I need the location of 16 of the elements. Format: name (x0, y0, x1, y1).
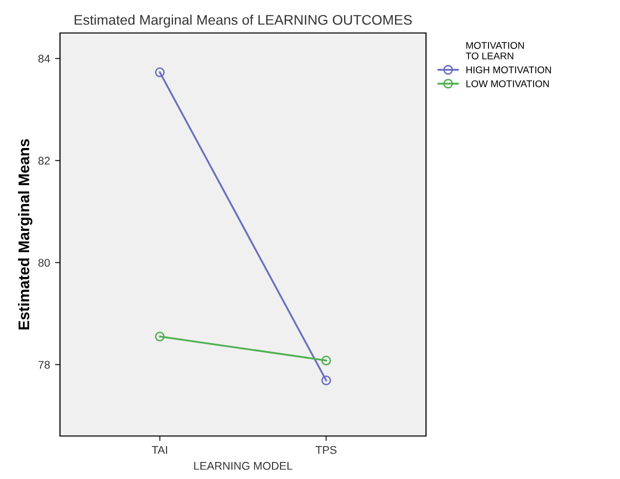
x-tick-label: TAI (152, 446, 168, 454)
point (321, 356, 332, 366)
legend-label: LOW MOTIVATION (466, 80, 549, 88)
y-axis-title: Estimated Marginal Means (18, 139, 32, 330)
y-tick-label: 82 (38, 156, 50, 165)
y-tick-label: 84 (38, 54, 50, 63)
y-tick-label: 80 (38, 258, 50, 267)
legend-label: HIGH MOTIVATION (466, 66, 551, 74)
x-tick-label: TPS (316, 446, 336, 454)
y-tick-label: 78 (38, 360, 50, 369)
point (154, 67, 165, 78)
chart-title: Estimated Marginal Means of LEARNING OUTCOMES (74, 14, 412, 28)
point (321, 376, 332, 386)
legend-title: MOTIVATION TO LEARN (466, 42, 524, 60)
x-axis-title: LEARNING MODEL (194, 462, 292, 470)
point (154, 332, 165, 342)
